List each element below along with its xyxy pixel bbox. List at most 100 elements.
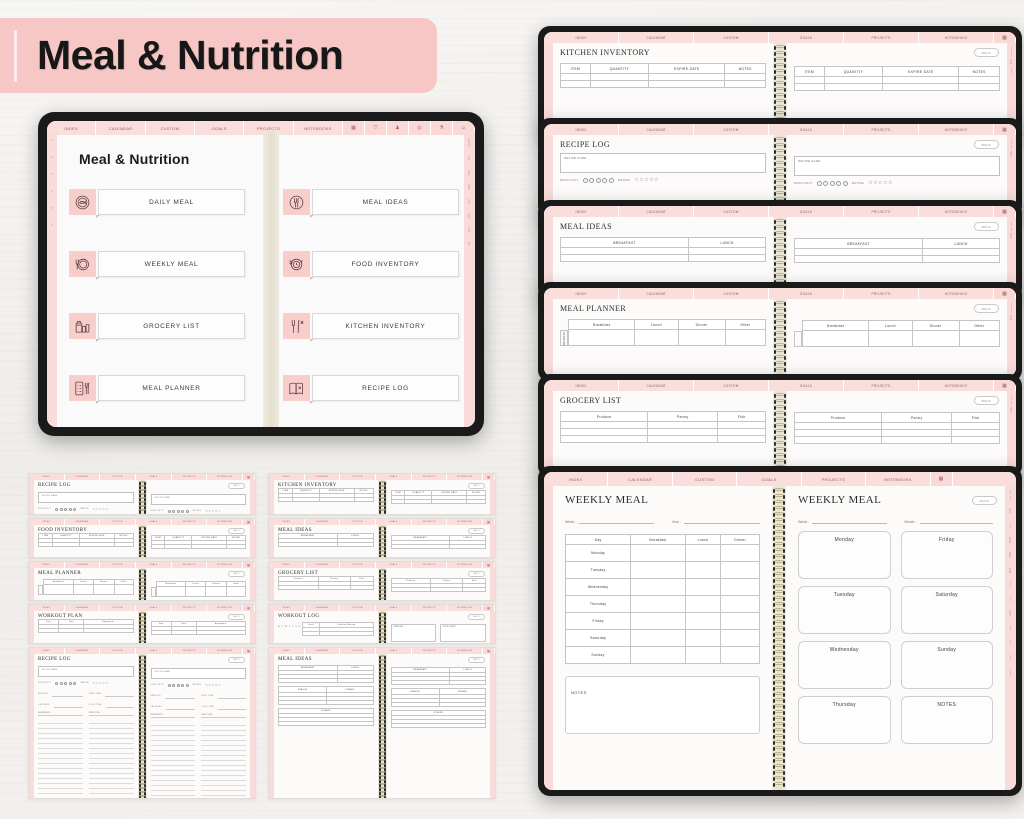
thumbnail-sheet[interactable]: INDEX CALENDAR CUSTOM GOALS PROJECTS NOTEBOOK… xyxy=(268,647,496,799)
difficulty-circles[interactable] xyxy=(55,681,77,685)
difficulty-circles[interactable] xyxy=(582,177,614,183)
tab-index[interactable]: INDEX xyxy=(47,121,97,135)
writing-line[interactable] xyxy=(88,784,134,789)
writing-line[interactable] xyxy=(201,791,246,796)
grid-icon[interactable]: ▦ xyxy=(483,519,495,525)
recipe-name-field[interactable]: RECIPE NAME xyxy=(150,494,246,505)
writing-line[interactable] xyxy=(88,739,134,744)
month-input[interactable] xyxy=(919,518,993,524)
menu-item-grocery-list[interactable]: GROCERY LIST xyxy=(69,313,245,342)
writing-line[interactable] xyxy=(88,719,134,724)
back-button[interactable]: BACK xyxy=(468,571,485,577)
tab-projects[interactable]: PROJECTS xyxy=(801,472,867,486)
day-card-tuesday[interactable]: Tuesday xyxy=(798,586,891,634)
weekday-letter[interactable]: T xyxy=(288,626,291,628)
grid-icon[interactable]: ▦ xyxy=(483,474,495,480)
writing-line[interactable] xyxy=(201,766,246,771)
shield-icon[interactable]: ⛉ xyxy=(364,121,387,135)
face-icon[interactable]: ☺ xyxy=(452,121,475,135)
tab-custom[interactable]: CUSTOM xyxy=(694,206,769,217)
tab-custom[interactable]: CUSTOM xyxy=(694,124,769,135)
tab-index[interactable]: INDEX xyxy=(544,32,619,43)
writing-line[interactable] xyxy=(38,769,83,774)
tab-notebooks[interactable]: NOTEBOOKS xyxy=(919,288,994,299)
back-button[interactable]: BACK xyxy=(228,657,245,663)
tab-calendar[interactable]: CALENDAR xyxy=(619,288,694,299)
back-button[interactable]: BACK xyxy=(973,222,999,231)
side-tab[interactable]: MAR xyxy=(1009,537,1012,544)
tab-goals[interactable]: GOALS xyxy=(737,472,802,486)
side-tab[interactable]: JAN xyxy=(1010,59,1013,65)
back-button[interactable]: BACK xyxy=(973,48,999,57)
writing-line[interactable] xyxy=(150,731,196,736)
writing-line[interactable] xyxy=(201,786,246,791)
tab-calendar[interactable]: CALENDAR xyxy=(619,32,694,43)
back-button[interactable]: BACK xyxy=(228,571,245,577)
back-button[interactable]: BACK xyxy=(228,614,245,620)
tab-calendar[interactable]: CALENDAR xyxy=(304,474,341,480)
side-tab[interactable]: AUG xyxy=(1009,609,1012,616)
writing-line[interactable] xyxy=(150,766,196,771)
back-button[interactable]: BACK xyxy=(973,304,999,313)
writing-line[interactable] xyxy=(88,744,134,749)
tab-custom[interactable]: CUSTOM xyxy=(694,380,769,391)
year-input[interactable] xyxy=(683,518,760,524)
tab-goals[interactable]: GOALS xyxy=(194,121,245,135)
tab-projects[interactable]: PROJECTS xyxy=(411,648,448,654)
writing-line[interactable] xyxy=(201,741,246,746)
writing-line[interactable] xyxy=(150,791,196,796)
grid-icon[interactable]: ▦ xyxy=(930,472,953,486)
writing-line[interactable] xyxy=(38,779,83,784)
tab-goals[interactable]: GOALS xyxy=(136,519,172,525)
side-tab[interactable]: JUN xyxy=(1009,581,1012,587)
writing-line[interactable] xyxy=(201,761,246,766)
thumbnail-sheet[interactable]: INDEX CALENDAR CUSTOM GOALS PROJECTS NOTEBOOK… xyxy=(268,518,496,558)
tab-index[interactable]: INDEX xyxy=(544,124,619,135)
rating-stars[interactable]: ☆☆☆☆☆ xyxy=(868,180,894,186)
tab-calendar[interactable]: CALENDAR xyxy=(608,472,673,486)
tab-index[interactable]: INDEX xyxy=(29,519,65,525)
page-number[interactable]: 6 xyxy=(51,223,53,227)
tab-notebooks[interactable]: NOTEBOOKS xyxy=(866,472,931,486)
tab-projects[interactable]: PROJECTS xyxy=(411,474,448,480)
writing-line[interactable] xyxy=(150,721,196,726)
tab-custom[interactable]: CUSTOM xyxy=(672,472,738,486)
writing-line[interactable] xyxy=(150,736,196,741)
side-tab[interactable]: NOTES xyxy=(1010,47,1013,57)
tab-custom[interactable]: CUSTOM xyxy=(100,648,137,654)
tab-notebooks[interactable]: NOTEBOOKS xyxy=(447,562,484,568)
rating-stars[interactable]: ☆☆☆☆☆ xyxy=(92,681,109,685)
tab-custom[interactable]: CUSTOM xyxy=(100,605,137,611)
tab-calendar[interactable]: CALENDAR xyxy=(619,124,694,135)
page-number[interactable]: 2 xyxy=(51,155,53,159)
writing-line[interactable] xyxy=(88,779,134,784)
rating-stars[interactable]: ☆☆☆☆☆ xyxy=(205,683,222,687)
tab-projects[interactable]: PROJECTS xyxy=(171,519,208,525)
week-input[interactable] xyxy=(579,518,654,524)
back-button[interactable]: BACK xyxy=(228,483,245,489)
tab-index[interactable]: INDEX xyxy=(269,474,305,480)
tab-calendar[interactable]: CALENDAR xyxy=(64,562,101,568)
writing-line[interactable] xyxy=(88,729,134,734)
tab-calendar[interactable]: CALENDAR xyxy=(96,121,146,135)
writing-line[interactable] xyxy=(201,726,246,731)
tab-custom[interactable]: CUSTOM xyxy=(340,648,377,654)
side-tab[interactable]: MAR xyxy=(468,183,471,190)
menu-item-kitchen-inventory[interactable]: KITCHEN INVENTORY xyxy=(283,313,459,342)
notes-card[interactable]: NOTES xyxy=(900,696,993,744)
weekday-letter[interactable]: S xyxy=(295,626,297,628)
back-button[interactable]: BACK xyxy=(468,657,485,663)
page-number[interactable]: 5 xyxy=(51,206,53,210)
workout-box[interactable]: SETS & REPS xyxy=(440,624,486,642)
tab-notebooks[interactable]: NOTEBOOKS xyxy=(447,605,484,611)
thumbnail-sheet[interactable]: INDEX CALENDAR CUSTOM GOALS PROJECTS NOTEBOOK… xyxy=(28,518,256,558)
people-icon[interactable]: ♟ xyxy=(386,121,409,135)
side-tab[interactable]: OCT xyxy=(1009,639,1012,645)
writing-line[interactable] xyxy=(38,784,83,789)
tab-projects[interactable]: PROJECTS xyxy=(844,124,919,135)
tab-index[interactable]: INDEX xyxy=(269,562,305,568)
side-tab[interactable]: DEC xyxy=(1009,668,1012,675)
grid-icon[interactable]: ▦ xyxy=(483,648,495,654)
thumbnail-sheet[interactable]: INDEX CALENDAR CUSTOM GOALS PROJECTS NOTEBOOK… xyxy=(28,647,256,799)
writing-line[interactable] xyxy=(88,724,134,729)
